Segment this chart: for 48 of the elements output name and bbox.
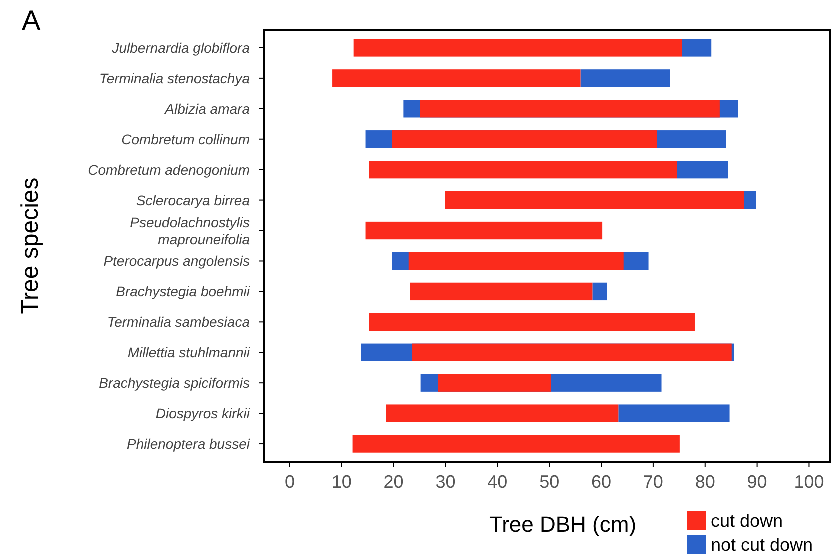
bar <box>386 404 619 422</box>
x-tick-label: 30 <box>436 472 456 492</box>
bar <box>618 404 730 422</box>
y-tick-label: Millettia stuhlmannii <box>128 344 251 361</box>
y-tick-label: Julbernardia globiflora <box>111 40 250 56</box>
y-tick-label: Terminalia sambesiaca <box>107 314 250 330</box>
y-tick-label: Brachystegia spiciformis <box>99 375 250 392</box>
bar <box>392 130 658 148</box>
x-axis-title: Tree DBH (cm) <box>489 512 637 537</box>
bar <box>410 282 593 301</box>
legend-label: cut down <box>711 511 784 531</box>
bar <box>354 39 682 57</box>
bar <box>744 191 756 210</box>
y-tick-label: Brachystegia boehmii <box>116 284 251 300</box>
y-tick-label: Philenoptera bussei <box>127 436 251 452</box>
bar <box>592 282 608 301</box>
bar <box>408 252 624 270</box>
y-tick-label: Sclerocarya birrea <box>136 192 250 208</box>
y-tick-label: Combretum collinum <box>122 131 250 148</box>
x-tick-label: 50 <box>540 472 560 492</box>
x-tick-label: 40 <box>488 472 508 492</box>
legend-label: not cut down <box>711 535 814 555</box>
x-tick-label: 70 <box>643 472 664 492</box>
bar <box>677 161 728 179</box>
y-tick-label: Diospyros kirkii <box>156 406 251 422</box>
y-axis-title: Tree species <box>17 178 44 314</box>
y-tick-label: Terminalia stenostachya <box>100 70 250 86</box>
x-tick-label: 60 <box>592 472 612 492</box>
x-tick-label: 80 <box>695 472 716 492</box>
bar <box>580 70 670 88</box>
x-tick-label: 20 <box>384 472 404 492</box>
bar <box>445 191 744 210</box>
bar <box>352 435 680 453</box>
x-tick-label: 90 <box>747 472 768 492</box>
y-tick-label: Combretum adenogonium <box>88 162 250 178</box>
x-tick-label: 100 <box>794 472 824 492</box>
bar <box>369 161 678 179</box>
y-tick-label: Albizia amara <box>164 100 250 117</box>
bar <box>366 222 603 240</box>
bar <box>332 70 581 88</box>
x-tick-label: 10 <box>332 472 352 492</box>
y-tick-label: Pterocarpus angolensis <box>104 253 250 270</box>
y-tick-label: Pseudolachnostylis maprouneifolia <box>130 214 250 248</box>
x-tick-label: 0 <box>284 472 295 492</box>
bar <box>369 313 695 331</box>
bar <box>682 39 712 57</box>
bar <box>438 374 552 392</box>
text: A <box>22 5 41 36</box>
